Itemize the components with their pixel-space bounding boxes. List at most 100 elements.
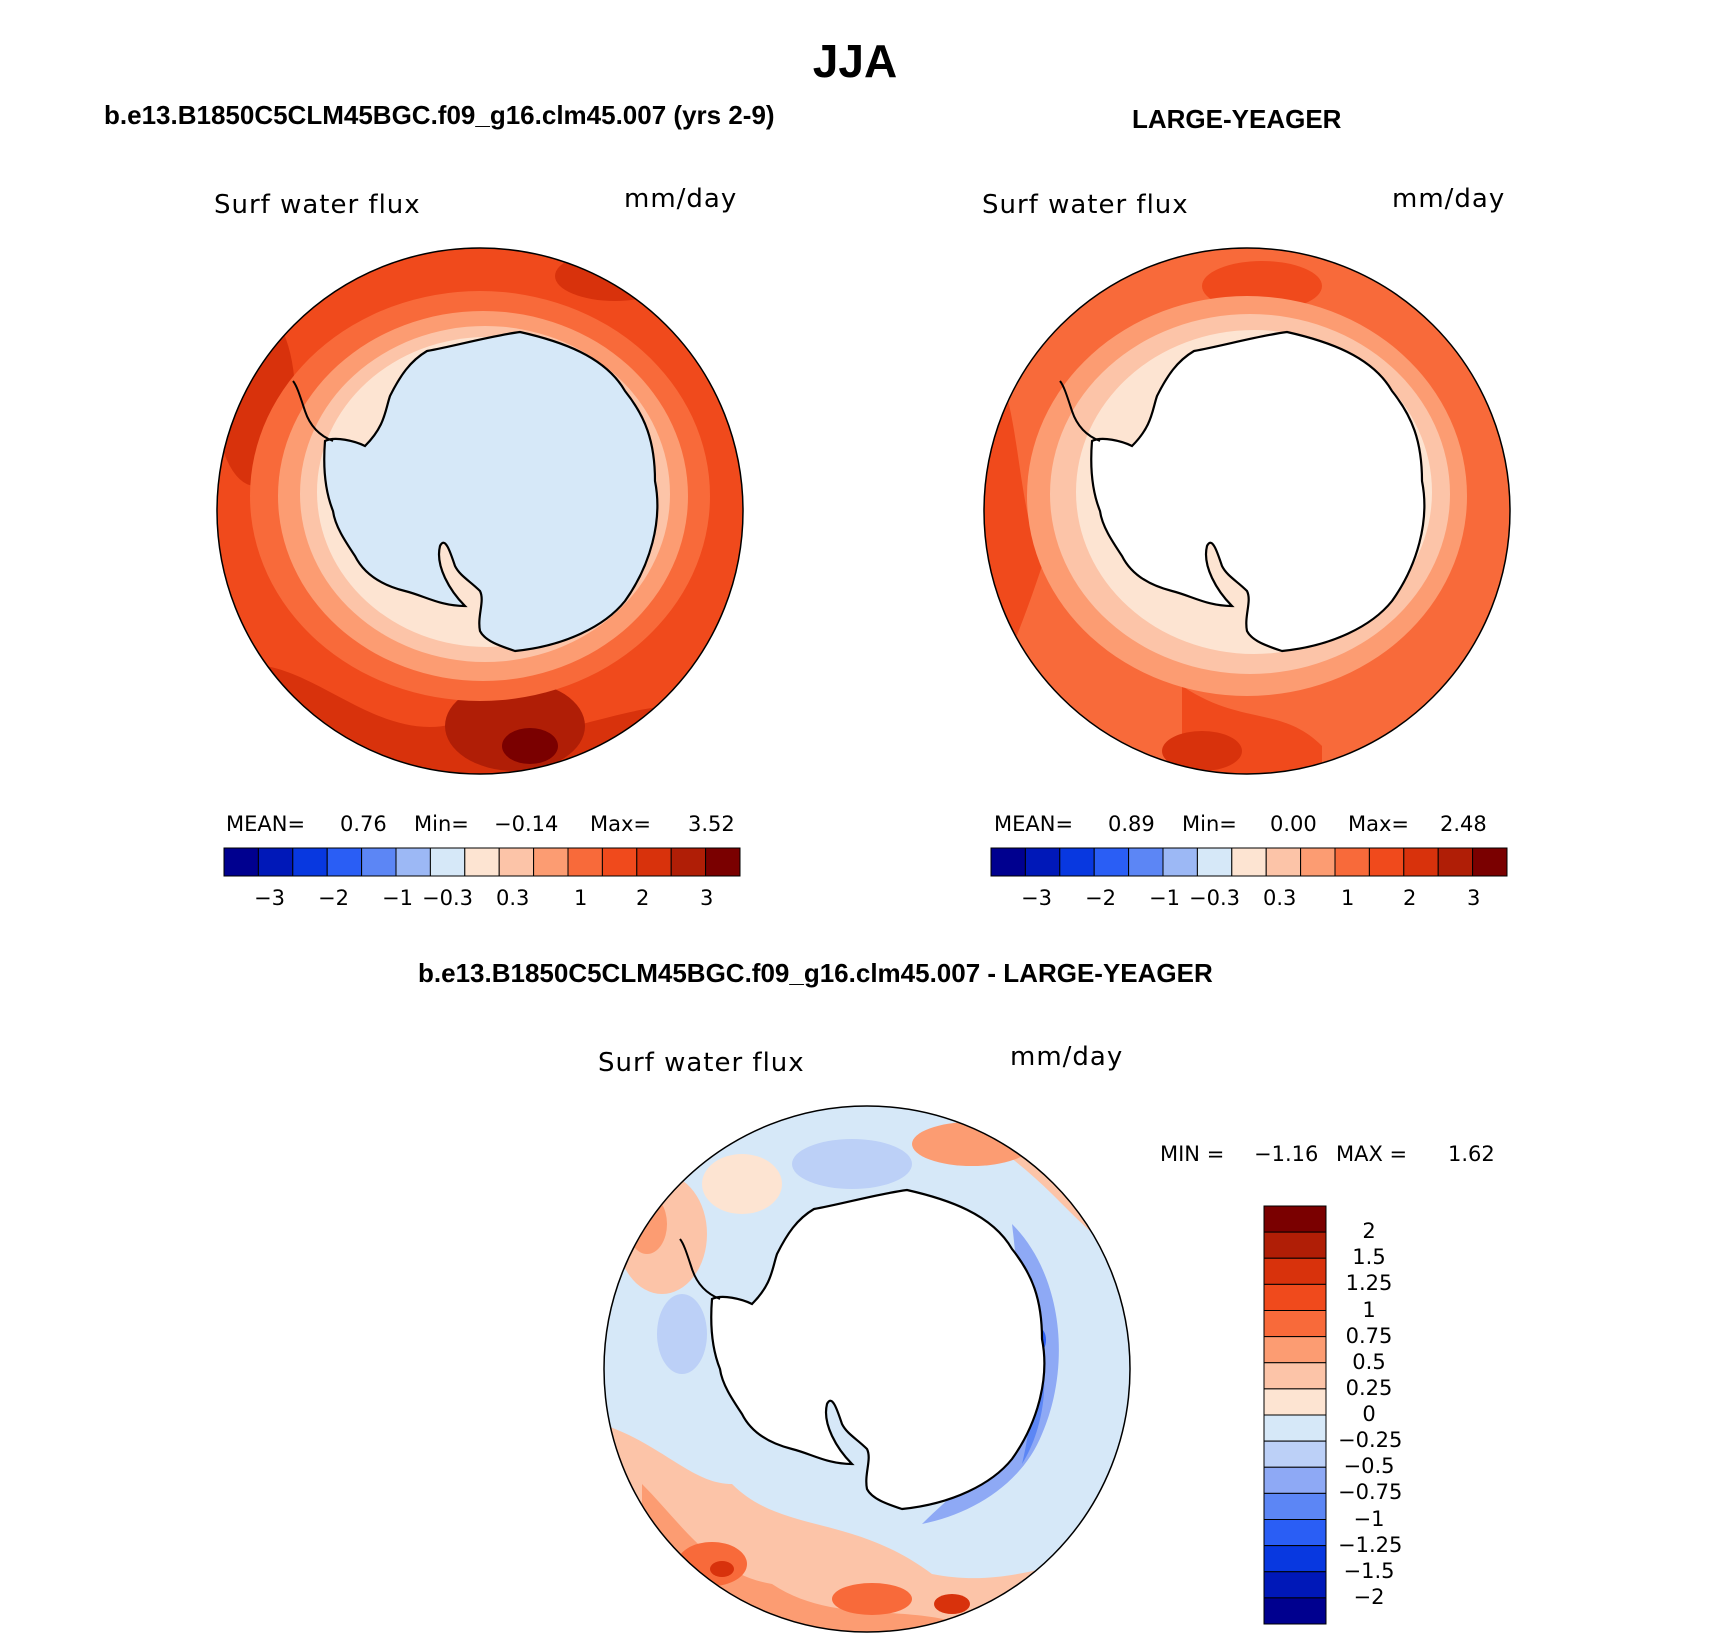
colorbar-tick: 0.75 [1345, 1323, 1393, 1348]
colorbar-tick: 1.5 [1352, 1245, 1386, 1270]
colorbar-model [223, 847, 741, 877]
colorbar-swatch [1437, 847, 1474, 877]
stat-max-value-model: 3.52 [688, 812, 735, 836]
stat-min-label-obs: Min= [1182, 812, 1237, 836]
colorbar-swatch [464, 847, 500, 877]
diff-band-neg-0.5 [792, 1139, 912, 1189]
colorbar-swatch [567, 847, 603, 877]
colorbar-tick: 2 [1403, 886, 1417, 910]
colorbar-swatch [1263, 1440, 1327, 1468]
diff-band-1.5 [934, 1594, 970, 1614]
colorbar-tick: 1 [574, 886, 588, 910]
difference-units: mm/day [1010, 1042, 1124, 1072]
colorbar-tick: −1 [382, 886, 413, 910]
diff-band-0.25 [702, 1154, 782, 1214]
panel-variable-model: Surf water flux [214, 190, 421, 220]
diff-band-1.5 [710, 1561, 734, 1577]
contour-band-2 [555, 251, 675, 301]
map-boundary [216, 247, 744, 775]
colorbar-tick: 0.3 [496, 886, 530, 910]
panel-variable-obs: Surf water flux [982, 190, 1189, 220]
panel-units-model: mm/day [624, 184, 738, 214]
colorbar-swatch [1265, 847, 1302, 877]
antarctic-peninsula-coast [292, 380, 334, 442]
colorbar-tick: 0.5 [1352, 1349, 1386, 1374]
antarctica-coastline [1090, 330, 1426, 653]
colorbar-swatch [326, 847, 363, 877]
stat-max-value-obs: 2.48 [1440, 812, 1487, 836]
polar-map-difference [603, 1105, 1131, 1633]
panel-units-obs: mm/day [1392, 184, 1506, 214]
colorbar-swatch [705, 847, 741, 877]
stat-mean-value-obs: 0.89 [1108, 812, 1155, 836]
colorbar-swatch [1263, 1362, 1327, 1390]
antarctic-peninsula-coast [679, 1238, 721, 1300]
colorbar-tick: 0.25 [1345, 1375, 1393, 1400]
colorbar-tick: 1.25 [1345, 1271, 1393, 1296]
colorbar-obs [990, 847, 1508, 877]
colorbar-tick: −3 [254, 886, 285, 910]
panel-heading-obs: LARGE-YEAGER [1132, 104, 1342, 134]
colorbar-tick: −1 [1353, 1506, 1385, 1531]
colorbar-tick: −0.25 [1338, 1428, 1403, 1453]
colorbar-swatch [670, 847, 707, 877]
colorbar-tick: −2 [318, 886, 349, 910]
diff-min-label: MIN = [1160, 1142, 1225, 1166]
contour-band-max [502, 728, 558, 764]
colorbar-swatch [1263, 1283, 1327, 1311]
diff-band-neg-0.5 [657, 1294, 707, 1374]
colorbar-tick: 0 [1362, 1402, 1376, 1426]
colorbar-tick: 1 [1362, 1297, 1376, 1322]
difference-variable: Surf water flux [598, 1048, 805, 1078]
colorbar-tick: −1.25 [1338, 1532, 1403, 1557]
stat-min-value-model: −0.14 [494, 812, 559, 836]
colorbar-swatch [1263, 1414, 1327, 1442]
colorbar-swatch [1093, 847, 1130, 877]
polar-map-obs [983, 247, 1511, 775]
colorbar-tick: −2 [1085, 886, 1116, 910]
diff-max-label: MAX = [1336, 1142, 1408, 1166]
colorbar-swatch [1300, 847, 1336, 877]
colorbar-tick: −3 [1021, 886, 1052, 910]
colorbar-swatch [1263, 1545, 1327, 1573]
diff-band-1 [832, 1583, 912, 1615]
colorbar-swatch [257, 847, 294, 877]
colorbar-tick: 2 [1362, 1219, 1376, 1244]
difference-heading: b.e13.B1850C5CLM45BGC.f09_g16.clm45.007 … [418, 958, 1213, 988]
colorbar-difference [1263, 1205, 1327, 1625]
colorbar-tick: −2 [1353, 1584, 1385, 1609]
colorbar-tick: −0.75 [1338, 1480, 1403, 1505]
colorbar-swatch [1263, 1231, 1327, 1259]
colorbar-swatch [223, 847, 259, 877]
diff-min-value: −1.16 [1254, 1142, 1319, 1166]
colorbar-swatch [1128, 847, 1164, 877]
colorbar-swatch [395, 847, 431, 877]
colorbar-tick: 0.3 [1263, 886, 1297, 910]
main-title: JJA [812, 35, 898, 87]
colorbar-swatch [292, 847, 328, 877]
diff-max-value: 1.62 [1448, 1142, 1495, 1166]
colorbar-tick: −0.5 [1343, 1454, 1395, 1479]
colorbar-swatch [1263, 1519, 1327, 1547]
colorbar-swatch [533, 847, 569, 877]
colorbar-swatch [361, 847, 397, 877]
colorbar-swatch [1472, 847, 1508, 877]
antarctica-coastline [710, 1188, 1046, 1511]
colorbar-swatch [1162, 847, 1198, 877]
stat-max-label-model: Max= [590, 812, 652, 836]
panel-heading-model: b.e13.B1850C5CLM45BGC.f09_g16.clm45.007 … [104, 100, 775, 130]
colorbar-swatch [1059, 847, 1095, 877]
stat-mean-value-model: 0.76 [340, 812, 387, 836]
colorbar-swatch [1263, 1336, 1327, 1364]
colorbar-tick: 3 [1467, 886, 1481, 910]
colorbar-tick: 3 [700, 886, 714, 910]
antarctica-coastline [323, 330, 659, 653]
colorbar-swatch [498, 847, 535, 877]
colorbar-swatch [1263, 1388, 1327, 1416]
colorbar-swatch [1231, 847, 1267, 877]
map-boundary [983, 247, 1511, 775]
colorbar-swatch [1196, 847, 1233, 877]
colorbar-tick: −0.3 [1189, 886, 1240, 910]
colorbar-tick: 1 [1341, 886, 1355, 910]
colorbar-tick: 2 [636, 886, 650, 910]
